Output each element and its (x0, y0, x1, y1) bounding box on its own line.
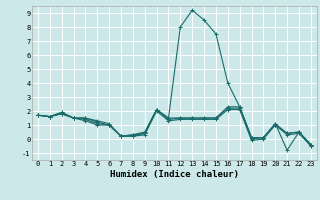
X-axis label: Humidex (Indice chaleur): Humidex (Indice chaleur) (110, 170, 239, 179)
